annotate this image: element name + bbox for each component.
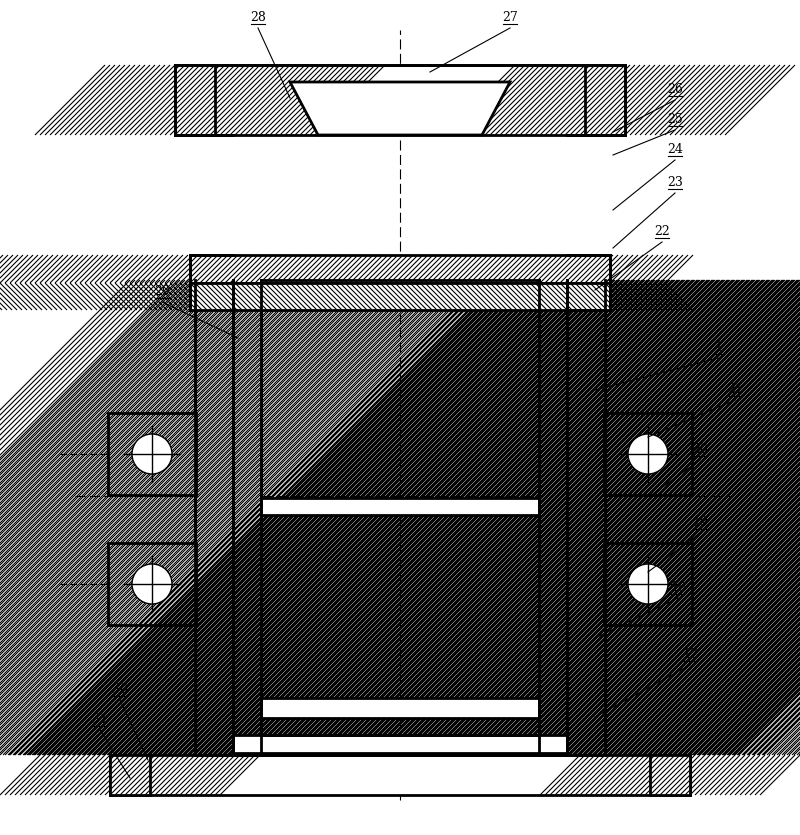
Bar bbox=[110, 755, 690, 795]
Bar bbox=[195, 280, 233, 755]
Text: 31: 31 bbox=[92, 713, 108, 726]
Bar bbox=[650, 755, 690, 795]
Text: 30: 30 bbox=[112, 683, 128, 696]
Text: 20: 20 bbox=[692, 443, 708, 456]
Bar bbox=[261, 498, 539, 515]
Bar bbox=[539, 280, 567, 755]
Bar bbox=[110, 755, 150, 795]
Text: 1: 1 bbox=[714, 341, 722, 354]
Bar bbox=[567, 280, 605, 755]
Bar bbox=[190, 283, 610, 310]
Circle shape bbox=[628, 434, 668, 474]
Bar bbox=[175, 65, 215, 135]
Bar bbox=[110, 755, 150, 795]
Bar bbox=[585, 65, 625, 135]
Circle shape bbox=[628, 564, 668, 604]
Bar bbox=[190, 255, 610, 283]
Text: 27: 27 bbox=[502, 11, 518, 24]
Bar bbox=[650, 755, 690, 795]
Bar bbox=[604, 413, 692, 495]
Polygon shape bbox=[290, 82, 510, 135]
Bar bbox=[175, 65, 215, 135]
Bar bbox=[233, 280, 261, 755]
Text: 29: 29 bbox=[154, 285, 170, 298]
Bar bbox=[539, 280, 567, 755]
Bar bbox=[233, 735, 567, 753]
Text: 23: 23 bbox=[667, 176, 683, 189]
Text: 17: 17 bbox=[682, 648, 698, 661]
Bar bbox=[585, 65, 625, 135]
Circle shape bbox=[132, 434, 172, 474]
Bar bbox=[567, 280, 605, 755]
Bar bbox=[604, 543, 692, 625]
Bar bbox=[261, 698, 539, 718]
Text: 19: 19 bbox=[692, 516, 708, 529]
Bar bbox=[195, 280, 233, 755]
Text: 24: 24 bbox=[667, 143, 683, 156]
Text: 18: 18 bbox=[670, 581, 686, 594]
Text: 28: 28 bbox=[250, 11, 266, 24]
Bar bbox=[175, 65, 625, 135]
Bar bbox=[190, 255, 610, 283]
Bar bbox=[190, 283, 610, 310]
Text: 21: 21 bbox=[727, 383, 743, 396]
Bar bbox=[108, 543, 196, 625]
Text: 22: 22 bbox=[654, 225, 670, 238]
Bar bbox=[233, 280, 261, 755]
Bar bbox=[108, 413, 196, 495]
Circle shape bbox=[132, 564, 172, 604]
Text: 25: 25 bbox=[667, 113, 683, 126]
Text: 26: 26 bbox=[667, 83, 683, 96]
